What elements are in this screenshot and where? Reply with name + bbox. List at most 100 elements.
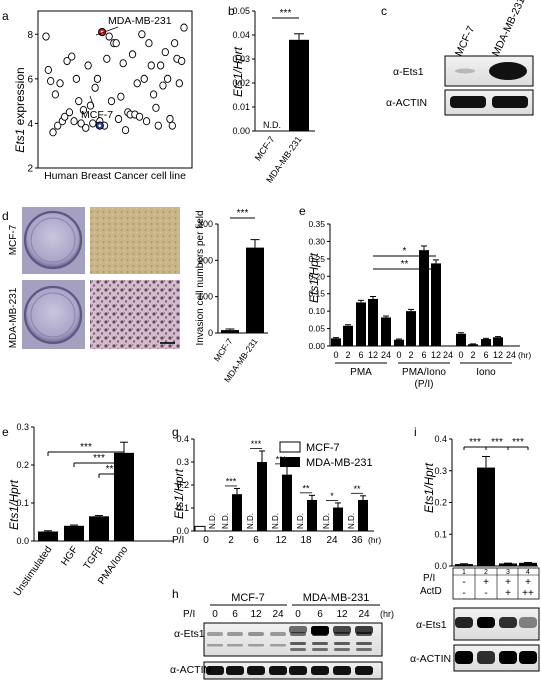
panel-d-xtick-label: MCF-7 [212,336,235,363]
scatter-point [149,90,158,99]
panel-a-ytick-label: 8 [27,30,33,41]
panel-f-xtick-label: 6 [358,350,363,360]
bar [394,339,404,346]
panel-i-sig-label: *** [469,437,481,448]
panel-d-row-mcf7: MCF-7 [8,224,19,255]
blot-h-row-actin: α-ACTIN [170,664,211,676]
blot-h-actin-band [289,666,307,675]
blot-i-ets1-band [519,617,537,628]
scatter-point [156,61,165,70]
panel-f-xtick-label: 6 [421,350,426,360]
panel-i-ytick-label: 0.0 [434,561,447,571]
panel-d-ytick-label: 300 [198,219,213,229]
panel-f-group-label: PMA [350,367,372,378]
panel-f: 0.000.050.100.150.200.250.300.350 2 6 12 24 0… [307,219,531,390]
panel-h: MCF-7 MDA-MB-231 P/I 0 6 12 24 0 6 12 24 (hr) α… [170,592,394,680]
bar-label-nd: N.D. [296,513,305,529]
panel-a-ytick-label: 2 [27,164,33,175]
blot-h-actin-band [269,666,287,675]
legend-label-mda: MDA-MB-231 [306,457,373,469]
blot-i-ets1-bands [455,617,537,628]
panel-e-xtick-label: Unstimulated [12,544,54,598]
blot-h-actin-band [247,666,265,675]
panel-g-ylabel: Ets1/Hprt [172,468,186,519]
blot-h-ets1-band-lower [312,648,328,651]
well-circle-mda [23,285,83,345]
panel-f-time-unit: (hr) [518,350,531,360]
panel-g-sig-label: * [330,491,334,501]
blot-h-group-mcf7: MCF-7 [231,592,265,604]
blot-h-time-label: 24 [358,609,370,620]
blot-h-ets1-bands [207,626,373,651]
scatter-point [128,50,137,59]
panel-e-xtick-label: TGFβ [82,544,106,572]
annotation-line-mda [95,26,119,36]
scatter-point [61,112,69,121]
blot-h-ets1-band-lower [270,644,286,647]
panel-g-ytick-label: 0.0 [176,526,189,536]
bar-label-nd: N.D. [322,513,331,529]
panel-b-ytick-label: 0.04 [232,30,250,40]
bar-label-nd: N.D. [271,513,280,529]
annotation-line-mcf [89,95,95,108]
panel-e-sig-label: *** [93,453,105,464]
panel-g-time-unit: (hr) [368,535,381,545]
blot-h-actin-band [311,666,329,675]
blot-h-pi-label: P/I [183,609,195,620]
panel-i-ytick-label: 0.1 [434,529,447,539]
panel-g-sig-label: ** [353,484,361,494]
panel-i-row-pi: P/I [423,573,435,584]
panel-e-ytick-label: 0.1 [16,498,29,508]
panel-g-chart: 0.00.10.20.30.4N.D.0N.D.***2N.D.***6N.D.… [172,434,381,546]
panel-g-ytick-label: 0.4 [176,434,189,444]
bar [221,330,239,333]
panel-b-xtick-label: MCF-7 [253,134,277,162]
scatter-point [152,103,160,112]
panel-i-condition-table: 1--2+-3++4+++ [452,567,540,600]
bar-mda [232,494,242,531]
blot-h-time-label: 12 [250,609,262,620]
blot-c-ets1-band-mda [489,62,527,80]
blot-i-ets1-band [499,617,517,628]
panel-g-sig-label: ** [302,483,310,493]
panel-label-i: i [414,425,417,439]
panel-label-a: a [2,9,9,23]
panel-f-sig-label: ** [401,259,409,270]
blot-c-lane-mcf7: MCF-7 [453,24,478,58]
blot-h-ets1-band [227,632,243,636]
panel-i-lane-number: 2 [484,569,488,576]
panel-b-sig-label: *** [280,8,292,19]
panel-g-xtick-label: 6 [253,535,259,546]
scatter-point [170,39,179,48]
blot-h-ets1-band-lower [207,644,223,647]
scatter-point [154,121,162,130]
scatter-point [42,32,50,41]
bar [381,317,391,346]
panel-f-ytick-label: 0.05 [308,324,325,334]
panel-b-ytick-label: 0.02 [232,78,250,88]
panel-f-xtick-label: 12 [493,350,503,360]
panel-f-group-label: PMA/Iono [402,367,446,378]
blot-i-row-ets1: α-Ets1 [416,619,447,631]
scatter-point [147,61,155,70]
bar [493,337,503,346]
panel-f-group-sub: (P/I) [415,379,434,390]
blot-h-ets1-band-lower [248,644,264,647]
bar [456,333,466,346]
blot-c-row-actin: α-ACTIN [386,97,427,109]
bar-mda [307,499,317,531]
bar-label-nd: N.D. [347,513,356,529]
panel-g-sig-label: *** [251,439,262,449]
panel-a: 2 4 6 8 Ets1 expression Human Breast Cancer… [13,10,193,182]
panel-f-xtick-label: 0 [396,350,401,360]
scatter-point [161,48,169,57]
panel-i-lane-number: 1 [462,569,466,576]
panel-i-pi-value: + [483,577,489,588]
scatter-point [103,54,111,63]
panel-b-ytick-label: 0.00 [232,126,250,136]
panel-f-ytick-label: 0.20 [308,271,325,281]
bar [331,338,341,346]
panel-label-c: c [381,4,387,18]
panel-d-ytick-label: 0 [208,328,213,338]
